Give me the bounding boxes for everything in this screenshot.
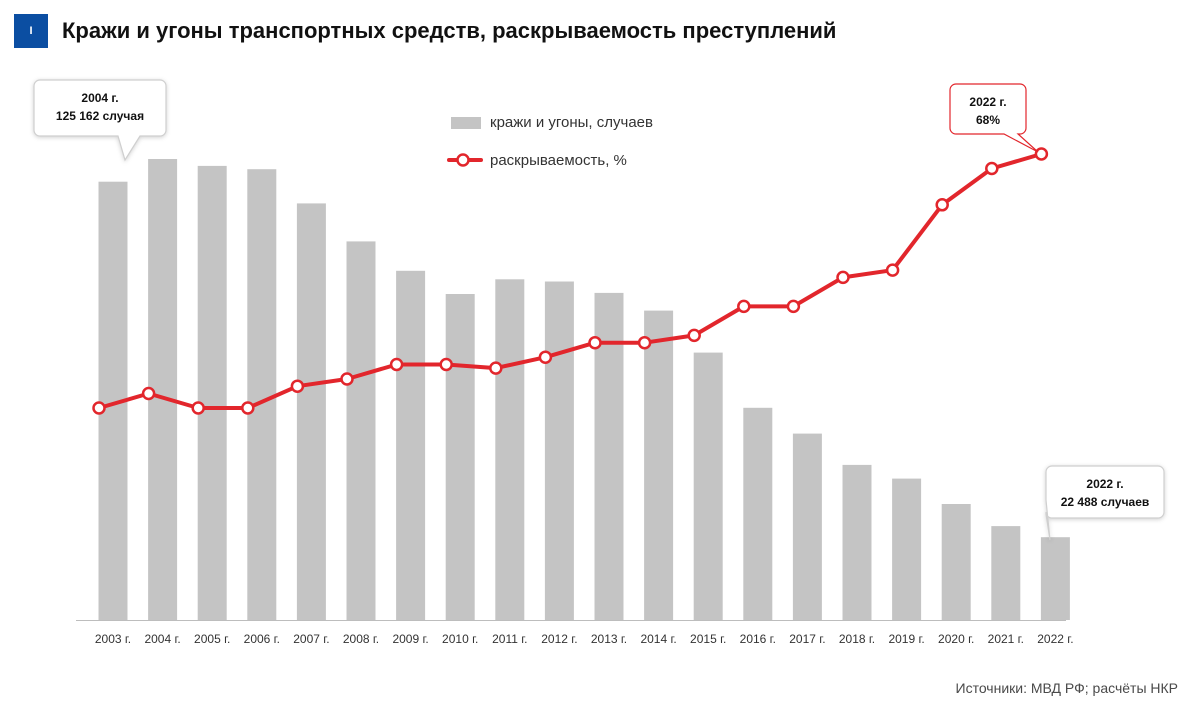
- rate-point-9: [538, 350, 553, 364]
- rate-point-12: [687, 328, 701, 343]
- x-tick-label: 2013 г.: [591, 632, 627, 646]
- legend-line-label: раскрываемость, %: [490, 152, 627, 169]
- callout-2022-cases: 2022 г. 22 488 случаев: [1045, 465, 1165, 541]
- section-badge: I: [14, 14, 48, 48]
- x-tick-label: 2005 г.: [194, 632, 230, 646]
- callout-year: 2022 г.: [969, 95, 1006, 109]
- rate-point-0: [92, 401, 106, 415]
- x-tick-label: 2022 г.: [1037, 632, 1073, 646]
- legend-bar-swatch: [451, 117, 481, 129]
- bar-12: [693, 352, 723, 620]
- callout-value: 125 162 случая: [56, 109, 144, 123]
- bar-15: [842, 464, 872, 620]
- bar-14: [792, 433, 822, 620]
- x-tick-label: 2019 г.: [888, 632, 924, 646]
- x-tick-label: 2014 г.: [640, 632, 676, 646]
- rate-point-7: [439, 357, 453, 372]
- callouts-layer: 2004 г. 125 162 случая 2022 г. 68% 2022 …: [33, 79, 1165, 541]
- rate-line: [97, 152, 1044, 410]
- bar-5: [346, 241, 376, 620]
- bar-6: [396, 270, 426, 620]
- x-tick-label: 2007 г.: [293, 632, 329, 646]
- rate-point-18: [985, 161, 999, 176]
- bar-16: [892, 478, 922, 620]
- bar-17: [941, 504, 971, 620]
- rate-point-3: [241, 401, 255, 415]
- callout-bubble: [949, 83, 1039, 153]
- rate-point-17: [935, 198, 949, 212]
- rate-point-15: [836, 270, 850, 285]
- bar-9: [544, 281, 574, 620]
- bar-11: [644, 310, 674, 620]
- rate-point-2: [191, 401, 205, 415]
- x-tick-label: 2009 г.: [392, 632, 428, 646]
- rate-point-19: [1034, 147, 1049, 161]
- rate-point-14: [786, 299, 801, 314]
- x-tick-label: 2018 г.: [839, 632, 875, 646]
- page-title: Кражи и угоны транспортных средств, раск…: [62, 18, 837, 43]
- x-tick-label: 2008 г.: [343, 632, 379, 646]
- legend: кражи и угоны, случаев раскрываемость, %: [447, 114, 653, 169]
- legend-line-marker: [456, 153, 470, 167]
- bars-layer: [98, 159, 1070, 620]
- rate-point-1: [141, 386, 156, 401]
- legend-bar-label: кражи и угоны, случаев: [490, 114, 653, 131]
- bar-7: [445, 294, 475, 620]
- x-tick-label: 2016 г.: [740, 632, 776, 646]
- bar-4: [296, 203, 326, 620]
- rate-point-8: [489, 361, 503, 375]
- callout-value: 68%: [976, 113, 1000, 127]
- bar-13: [743, 407, 773, 620]
- line-layer: [92, 147, 1049, 415]
- x-axis-labels: 2003 г. 2004 г. 2005 г. 2006 г. 2007 г. 2008 …: [95, 632, 1074, 646]
- x-tick-label: 2004 г.: [144, 632, 180, 646]
- rate-point-11: [637, 335, 652, 350]
- callout-year: 2022 г.: [1086, 477, 1123, 491]
- callout-bubble: [1045, 465, 1165, 541]
- callout-bubble: [33, 79, 167, 162]
- x-tick-label: 2012 г.: [541, 632, 577, 646]
- bar-8: [495, 279, 525, 620]
- x-tick-label: 2021 г.: [988, 632, 1024, 646]
- bar-18: [991, 526, 1021, 620]
- source-note: Источники: МВД РФ; расчёты НКР: [955, 680, 1179, 696]
- callout-year: 2004 г.: [81, 91, 118, 105]
- rate-point-6: [389, 357, 404, 372]
- rate-point-13: [737, 299, 751, 314]
- header: I Кражи и угоны транспортных средств, ра…: [14, 14, 836, 48]
- rate-point-10: [588, 335, 602, 350]
- x-tick-label: 2003 г.: [95, 632, 131, 646]
- bar-2: [197, 165, 227, 620]
- x-tick-label: 2006 г.: [244, 632, 280, 646]
- x-tick-label: 2011 г.: [492, 632, 527, 646]
- callout-2022-rate: 2022 г. 68%: [949, 83, 1039, 153]
- x-tick-label: 2010 г.: [442, 632, 478, 646]
- bar-19: [1040, 537, 1070, 620]
- x-tick-label: 2015 г.: [690, 632, 726, 646]
- rate-point-5: [340, 372, 354, 386]
- x-tick-label: 2017 г.: [789, 632, 825, 646]
- x-tick-label: 2020 г.: [938, 632, 974, 646]
- callout-value: 22 488 случаев: [1061, 495, 1150, 509]
- rate-point-4: [290, 379, 305, 393]
- callout-2004-cases: 2004 г. 125 162 случая: [33, 79, 167, 162]
- bar-3: [247, 169, 277, 620]
- rate-point-16: [885, 263, 900, 277]
